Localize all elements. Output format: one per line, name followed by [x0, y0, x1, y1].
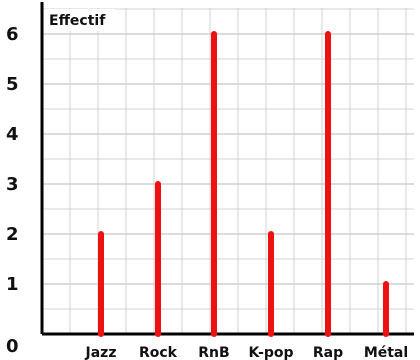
bars-layer: [98, 31, 389, 337]
x-tick-label: RnB: [198, 345, 229, 360]
y-tick-label: 5: [6, 74, 19, 95]
x-tick-label: Métal: [364, 345, 408, 360]
x-tick-label: K-pop: [248, 345, 293, 360]
y-tick-label: 6: [6, 24, 19, 45]
x-tick-label: Jazz: [85, 345, 117, 360]
y-tick-label: 3: [6, 174, 19, 195]
y-axis-label-background: [45, 9, 115, 31]
y-tick-label: 4: [6, 124, 19, 145]
labels-layer: 0 1 2 3 4 5 6 Jazz Rock RnB K-pop Rap Métal: [6, 24, 408, 360]
x-tick-label: Rock: [139, 345, 178, 360]
y-tick-label: 1: [6, 274, 19, 295]
y-axis-label: Effectif: [49, 13, 106, 29]
x-tick-label: Rap: [313, 345, 343, 360]
y-tick-label: 0: [6, 336, 19, 357]
y-tick-label: 2: [6, 224, 19, 245]
grid-layer: [42, 8, 414, 334]
